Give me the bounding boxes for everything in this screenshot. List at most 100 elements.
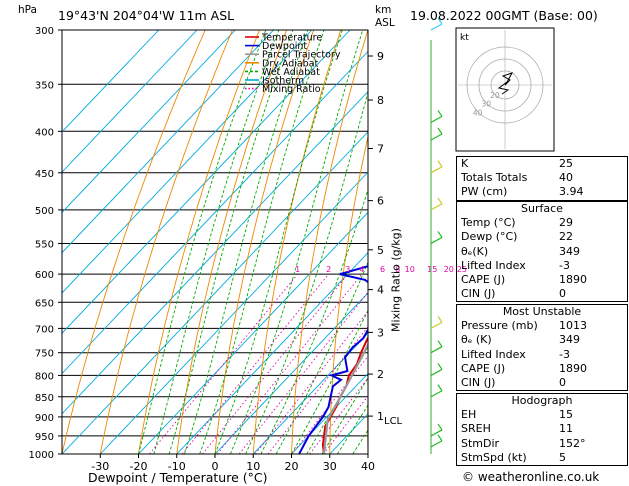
wind-barb: [430, 440, 443, 448]
surface-label: Lifted Index: [461, 258, 526, 272]
dry-adiabat: [176, 30, 288, 454]
temp-label: 30: [323, 460, 337, 473]
dry-adiabat: [291, 30, 368, 454]
legend-label: Wet Adiabat: [262, 67, 320, 78]
pressure-label: 600: [35, 270, 54, 281]
wind-barb: [430, 203, 443, 211]
indices-row: Totals Totals 40: [457, 171, 627, 185]
pressure-label: 1000: [29, 450, 54, 461]
km-label: 3: [377, 326, 384, 339]
wind-barb: [430, 115, 443, 123]
isotherm: [252, 332, 368, 454]
isotherm: [99, 171, 368, 454]
pressure-label: 800: [35, 371, 54, 382]
wind-barb: [430, 236, 443, 244]
watermark: © weatheronline.co.uk: [462, 470, 600, 484]
wind-barb: [430, 321, 443, 329]
dry-adiabat: [138, 30, 260, 454]
hodograph-ring-label: 30: [482, 100, 492, 109]
temp-label: 10: [246, 460, 260, 473]
wet-adiabat: [229, 30, 364, 454]
legend-label: Parcel Trajectory: [262, 50, 341, 61]
mixing-ratio-line: [202, 273, 349, 454]
wet-adiabat: [199, 30, 325, 454]
hodograph-ring-label: 20: [490, 91, 500, 100]
isotherm: [62, 30, 274, 254]
surface-label: CIN (J): [461, 287, 496, 301]
wet-adiabat: [138, 30, 267, 454]
legend-label: Mixing Ratio: [262, 84, 321, 95]
series-dewpoint: [298, 265, 368, 454]
surface-value: 0: [559, 287, 566, 301]
km-label: 1: [377, 410, 384, 423]
plot-area: [62, 30, 368, 454]
pressure-label: 900: [35, 413, 54, 424]
mixing-ratio-label: 10: [405, 265, 415, 274]
temperature-axis: -30 -20 -10 0 10 20 30 40: [91, 454, 375, 473]
pressure-label: 500: [35, 206, 54, 217]
indices-table: K 25 Totals Totals 40 PW (cm) 3.94: [456, 156, 628, 201]
dry-adiabat: [252, 30, 342, 454]
surface-label: Temp (°C): [461, 216, 516, 230]
hodograph-table-label: EH: [461, 408, 477, 422]
wet-adiabat: [245, 90, 368, 454]
mixing-ratio-label: 20: [444, 265, 454, 274]
hodograph-ring-label: 40: [473, 108, 483, 117]
wind-barb-flag: [437, 340, 443, 348]
pressure-label: 950: [35, 432, 54, 443]
most-unstable-value: -3: [559, 347, 570, 361]
hodograph-table-value: 11: [559, 422, 573, 436]
wind-barb: [430, 133, 443, 141]
wind-barb-flag: [437, 423, 443, 431]
temp-label: -30: [91, 460, 109, 473]
surface-value: 29: [559, 216, 573, 230]
hodograph-title: Hodograph: [511, 394, 573, 407]
wind-barb-flag: [437, 316, 443, 323]
pressure-label: 400: [35, 127, 54, 138]
mixing-ratio-label: 8: [395, 265, 400, 274]
wind-barb-flag: [437, 434, 443, 442]
mixing-ratio-line: [149, 273, 299, 454]
most-unstable-row: CAPE (J) 1890: [457, 362, 627, 376]
wind-barb-flag: [437, 17, 443, 25]
pressure-label: 850: [35, 393, 54, 404]
pressure-label: 650: [35, 298, 54, 309]
legend-label: Temperature: [261, 33, 322, 44]
wet-adiabat: [275, 261, 368, 454]
most-unstable-label: CIN (J): [461, 375, 496, 389]
height-axis: 9 8 7 6 5 4 3 2 1 LCL: [368, 50, 403, 427]
indices-value: 25: [559, 157, 573, 170]
surface-title: Surface: [521, 202, 563, 215]
most-unstable-label: θₑ (K): [461, 333, 492, 347]
pressure-label: 350: [35, 80, 54, 91]
indices-value: 3.94: [559, 185, 584, 199]
temp-label: 40: [361, 460, 375, 473]
isotherm: [62, 90, 368, 415]
dry-adiabat: [99, 30, 233, 454]
background-lines: [62, 30, 368, 454]
surface-row: CAPE (J) 1890: [457, 273, 627, 287]
mixing-ratio-label: 2: [326, 265, 331, 274]
pressure-axis: 300 350 400 450 500 550 600 650 700 750 800 850 900 9…: [29, 26, 62, 461]
temp-label: 20: [285, 460, 299, 473]
series-temperature: [321, 335, 368, 454]
wet-adiabat: [337, 404, 368, 454]
hodograph-table-row: SREH 11: [457, 422, 627, 436]
surface-row: Dewp (°C) 22: [457, 230, 627, 244]
km-label: 8: [377, 94, 384, 107]
surface-label: CAPE (J): [461, 272, 506, 286]
indices-label: Totals Totals: [461, 171, 528, 185]
temp-label: 0: [212, 460, 219, 473]
legend-label: Isotherm: [262, 76, 304, 87]
km-label: 9: [377, 50, 384, 63]
isotherm: [62, 30, 313, 294]
wind-barb: [430, 166, 443, 174]
km-label: 2: [377, 368, 384, 381]
series-parcel-trajectory: [322, 342, 368, 454]
wind-barb-flag: [437, 363, 443, 370]
isotherm: [62, 131, 368, 454]
wet-adiabat: [291, 309, 368, 454]
most-unstable-value: 0: [559, 375, 566, 389]
